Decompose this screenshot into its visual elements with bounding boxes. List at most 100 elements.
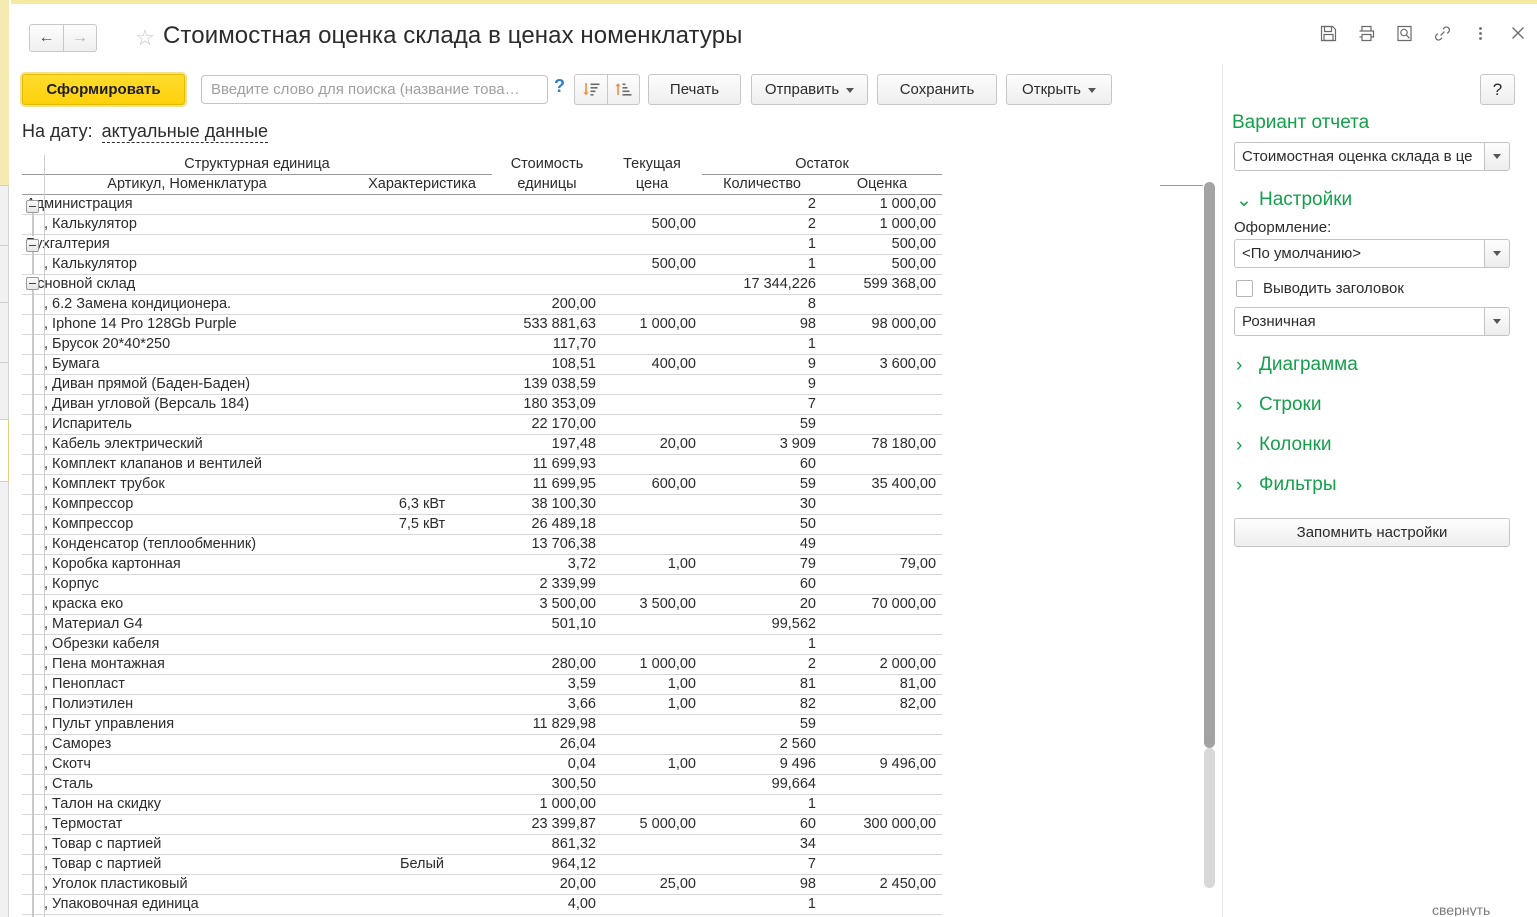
tree-collapse-toggle[interactable]	[26, 277, 39, 291]
table-row[interactable]: , Бумага 108,51 400,00 9 3 600,00	[22, 354, 943, 375]
date-value-link[interactable]: актуальные данные	[101, 121, 269, 143]
date-row: На дату: актуальные данные	[22, 121, 269, 143]
remember-settings-button[interactable]: Запомнить настройки	[1234, 518, 1510, 547]
scrollbar-track[interactable]	[1204, 748, 1215, 888]
print-icon[interactable]	[1355, 22, 1377, 44]
cell-current-price: 1 000,00	[602, 654, 702, 675]
page-title: Стоимостная оценка склада в ценах номенк…	[163, 22, 743, 49]
table-row[interactable]: , Калькулятор 500,00 1 500,00	[22, 254, 943, 275]
table-row[interactable]: , Корпус 2 339,99 60	[22, 574, 943, 595]
table-row[interactable]: , Упаковочная единица 4,00 1	[22, 894, 943, 915]
table-row[interactable]: , Диван угловой (Версаль 184) 180 353,09 7	[22, 394, 943, 415]
open-button[interactable]: Открыть	[1006, 74, 1112, 105]
back-button[interactable]: ←	[29, 24, 63, 52]
table-row[interactable]: , Комплект трубок 11 699,95 600,00 59 35 400…	[22, 474, 943, 495]
cell-valuation: 300 000,00	[822, 814, 943, 835]
table-row[interactable]: , Обрезки кабеля 1	[22, 634, 943, 655]
table-row[interactable]: , Уголок пластиковый 20,00 25,00 98 2 450,00	[22, 874, 943, 895]
save-icon[interactable]	[1317, 22, 1339, 44]
collapse-panel-hint[interactable]: свернуть	[1432, 902, 1491, 916]
table-row[interactable]: , Диван прямой (Баден-Баден) 139 038,59 9	[22, 374, 943, 395]
sort-ascending-icon[interactable]	[607, 74, 640, 105]
table-row[interactable]: , краска еко 3 500,00 3 500,00 20 70 000,00	[22, 594, 943, 615]
scrollbar-thumb[interactable]	[1204, 182, 1215, 748]
table-row[interactable]: , Товар с партией 861,32 34	[22, 834, 943, 855]
cell-valuation	[822, 374, 943, 395]
cell-quantity: 9	[702, 374, 822, 395]
filters-section-header[interactable]: › Фильтры	[1236, 474, 1528, 496]
cell-characteristic	[352, 874, 492, 895]
table-row[interactable]: , Комплект клапанов и вентилей 11 699,93 6…	[22, 454, 943, 475]
cell-current-price	[602, 734, 702, 755]
table-row[interactable]: , Материал G4 501,10 99,562	[22, 614, 943, 635]
diagram-section-header[interactable]: › Диаграмма	[1236, 354, 1528, 376]
table-row[interactable]: , Iphone 14 Pro 128Gb Purple 533 881,63 1 …	[22, 314, 943, 335]
table-row[interactable]: , Товар с партией Белый 964,12 7	[22, 854, 943, 875]
settings-section-header[interactable]: ⌄ Настройки	[1236, 189, 1528, 211]
table-row[interactable]: , Пульт управления 11 829,98 59	[22, 714, 943, 735]
collapsed-left-panel[interactable]	[0, 185, 9, 917]
cell-current-price: 1 000,00	[602, 314, 702, 335]
generate-report-button[interactable]: Сформировать	[22, 74, 185, 105]
price-type-input[interactable]	[1234, 307, 1484, 336]
table-row[interactable]: , Сталь 300,50 99,664	[22, 774, 943, 795]
table-row[interactable]: , Талон на скидку 1 000,00 1	[22, 794, 943, 815]
table-group-row[interactable]: Администрация 2 1 000,00	[22, 194, 943, 215]
cell-name: Администрация	[22, 194, 352, 215]
tree-collapse-toggle[interactable]	[26, 238, 39, 252]
table-row[interactable]: , Пенопласт 3,59 1,00 81 81,00	[22, 674, 943, 695]
search-input[interactable]	[201, 75, 548, 104]
cell-valuation: 35 400,00	[822, 474, 943, 495]
table-row[interactable]: , Компрессор 7,5 кВт 26 489,18 50	[22, 514, 943, 535]
report-variant-dropdown-button[interactable]	[1484, 142, 1510, 171]
tree-collapse-toggle[interactable]	[26, 200, 39, 213]
cell-unit-cost: 533 881,63	[492, 314, 602, 335]
cell-name: , Упаковочная единица	[22, 894, 352, 915]
table-row[interactable]: , 6.2 Замена кондиционера. 200,00 8	[22, 294, 943, 315]
sort-descending-icon[interactable]	[574, 74, 607, 105]
table-row[interactable]: , Коробка картонная 3,72 1,00 79 79,00	[22, 554, 943, 575]
design-field	[1234, 239, 1510, 268]
table-row[interactable]: , Скотч 0,04 1,00 9 496 9 496,00	[22, 754, 943, 775]
table-row[interactable]: , Брусок 20*40*250 117,70 1	[22, 334, 943, 355]
table-row[interactable]: , Термостат 23 399,87 5 000,00 60 300 000,00	[22, 814, 943, 835]
rows-section-header[interactable]: › Строки	[1236, 394, 1528, 416]
send-button[interactable]: Отправить	[751, 74, 868, 105]
cell-valuation	[822, 734, 943, 755]
print-button[interactable]: Печать	[648, 74, 741, 105]
close-icon[interactable]	[1507, 22, 1529, 44]
cell-valuation: 70 000,00	[822, 594, 943, 615]
table-row[interactable]: , Конденсатор (теплообменник) 13 706,38 49	[22, 534, 943, 555]
table-row[interactable]: , Калькулятор 500,00 2 1 000,00	[22, 214, 943, 235]
report-vertical-scrollbar[interactable]	[1203, 182, 1216, 904]
design-dropdown-button[interactable]	[1484, 239, 1510, 268]
design-input[interactable]	[1234, 239, 1484, 268]
report-variant-input[interactable]	[1234, 142, 1484, 171]
table-row[interactable]: , Испаритель 22 170,00 59	[22, 414, 943, 435]
preview-search-icon[interactable]	[1393, 22, 1415, 44]
table-row[interactable]: , Пена монтажная 280,00 1 000,00 2 2 000,00	[22, 654, 943, 675]
favorite-star-icon[interactable]: ☆	[135, 25, 155, 50]
price-type-dropdown-button[interactable]	[1484, 307, 1510, 336]
cell-name: , Конденсатор (теплообменник)	[22, 534, 352, 555]
more-menu-icon[interactable]	[1469, 22, 1491, 44]
cell-characteristic	[352, 914, 492, 917]
table-row[interactable]: , Компрессор 6,3 кВт 38 100,30 30	[22, 494, 943, 515]
table-group-row[interactable]: Бухгалтерия 1 500,00	[22, 234, 943, 255]
forward-button[interactable]: →	[63, 24, 97, 52]
save-button[interactable]: Сохранить	[877, 74, 997, 105]
table-row[interactable]: , Саморез 26,04 2 560	[22, 734, 943, 755]
command-bar: Сформировать ?	[11, 62, 1537, 117]
cell-quantity: 17 344,226	[702, 274, 822, 295]
show-header-checkbox[interactable]: Выводить заголовок	[1236, 280, 1528, 297]
cell-unit-cost: 108,51	[492, 354, 602, 375]
table-row[interactable]: , Кабель электрический 197,48 20,00 3 909 78…	[22, 434, 943, 455]
cell-unit-cost: 200,00	[492, 294, 602, 315]
search-help-link[interactable]: ?	[554, 76, 565, 96]
link-icon[interactable]	[1431, 22, 1453, 44]
table-row[interactable]: , Полиэтилен 3,66 1,00 82 82,00	[22, 694, 943, 715]
table-group-row[interactable]: Основной склад 17 344,226 599 368,00	[22, 274, 943, 295]
help-button[interactable]: ?	[1480, 74, 1515, 105]
columns-section-header[interactable]: › Колонки	[1236, 434, 1528, 456]
cell-characteristic	[352, 294, 492, 315]
